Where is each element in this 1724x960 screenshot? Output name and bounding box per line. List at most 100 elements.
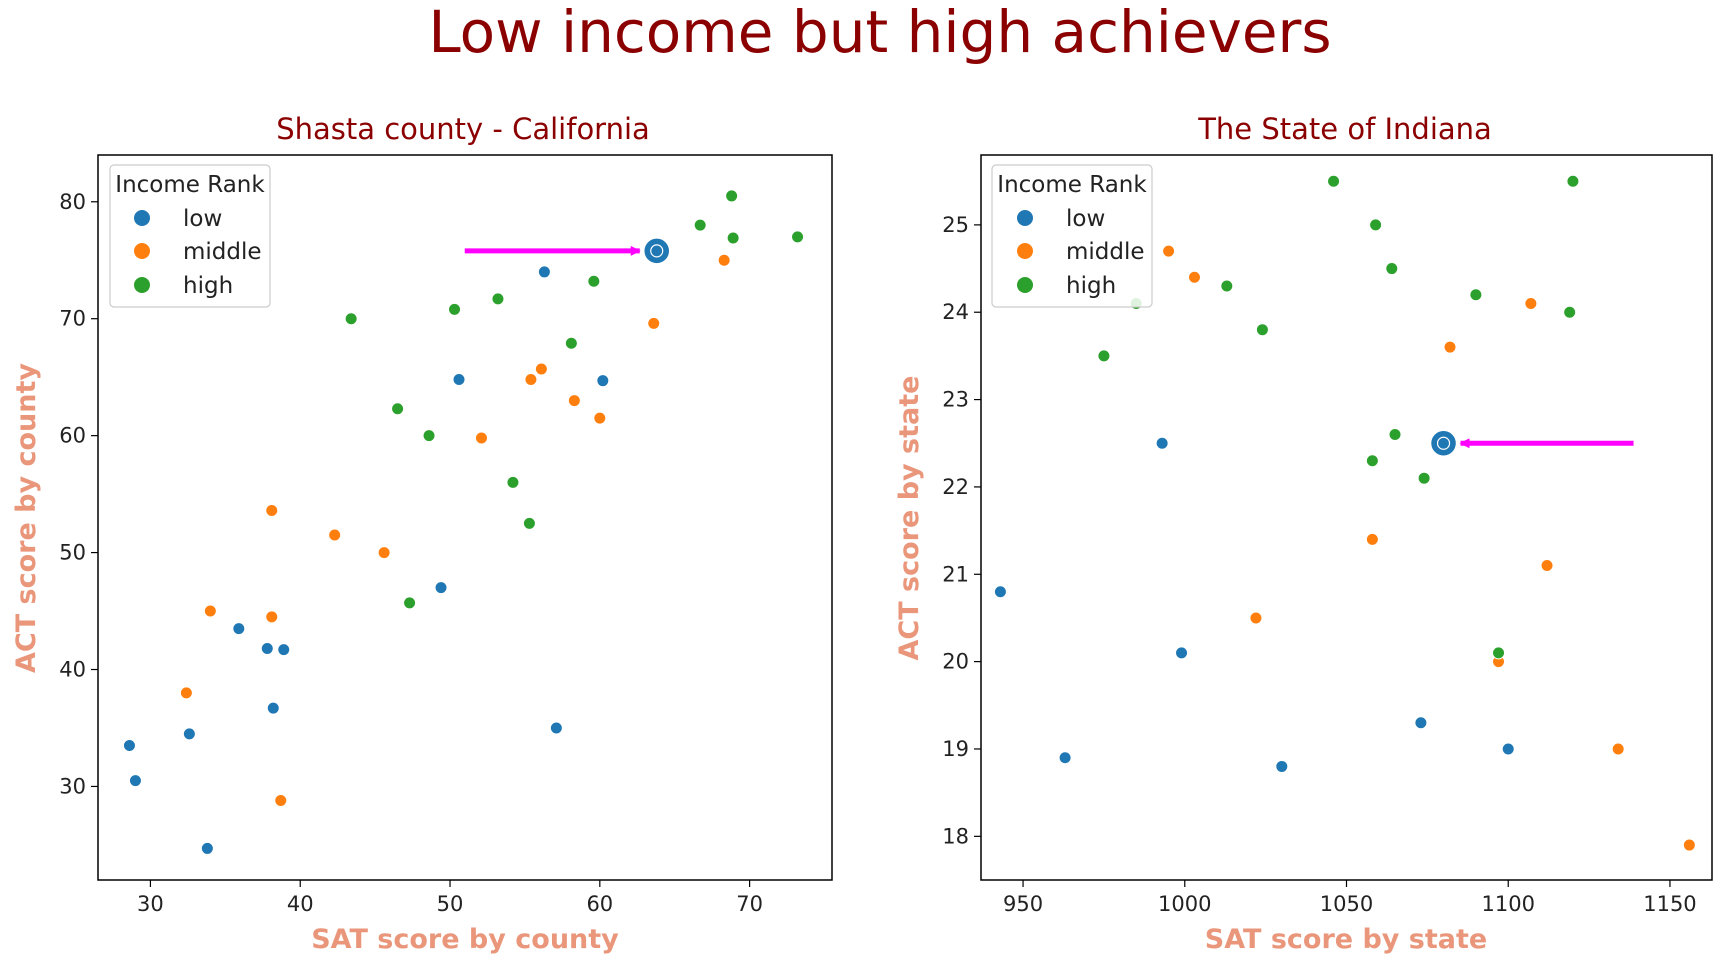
chart-left-legend-label-low: low <box>183 206 222 232</box>
chart-left-point-high-10 <box>693 218 707 232</box>
chart-right-ytick-label-20: 20 <box>942 650 969 674</box>
chart-left-point-high-8 <box>564 336 578 350</box>
chart-left-ytick-label-60: 60 <box>59 424 86 448</box>
chart-left-ytick-label-40: 40 <box>59 658 86 682</box>
chart-right-point-middle-6 <box>1524 296 1538 310</box>
chart-right-point-high-9 <box>1417 471 1431 485</box>
chart-right-ytick-label-19: 19 <box>942 737 969 761</box>
chart-left-annotation <box>464 237 671 265</box>
figure-title: Low income but high achievers <box>428 0 1331 66</box>
chart-right-point-high-10 <box>1469 288 1483 302</box>
chart-left-point-middle-9 <box>534 362 548 376</box>
chart-left-point-middle-6 <box>377 546 391 560</box>
chart-right-ticks: 950 1000 1050 1100 1150 18 19 20 21 22 23 24 25 <box>942 213 1696 916</box>
chart-left-point-low-2 <box>182 727 196 741</box>
chart-left-point-high-9 <box>587 274 601 288</box>
chart-right-point-middle-3 <box>1365 532 1379 546</box>
chart-right-point-middle-0 <box>1162 244 1176 258</box>
chart-right-ylabel: ACT score by state <box>894 376 925 661</box>
chart-left: Shasta county - California 30 40 50 60 70 30 4… <box>11 112 833 955</box>
chart-left-point-low-8 <box>434 581 448 595</box>
chart-right-point-low-6 <box>1501 742 1515 756</box>
chart-left-point-middle-11 <box>593 411 607 425</box>
chart-right-point-low-3 <box>1175 646 1189 660</box>
chart-left-point-high-13 <box>791 230 805 244</box>
chart-right-point-low-1 <box>1058 751 1072 765</box>
chart-left-ytick-label-30: 30 <box>59 774 86 798</box>
chart-left-legend-marker-middle <box>134 243 150 259</box>
chart-left-point-middle-4 <box>274 793 288 807</box>
chart-left-point-high-0 <box>344 312 358 326</box>
chart-right-point-high-6 <box>1369 218 1383 232</box>
chart-left-point-low-11 <box>549 721 563 735</box>
chart-right-legend-marker-low <box>1017 210 1033 226</box>
chart-right-legend: Income Rank low middle high <box>991 164 1153 308</box>
chart-left-point-high-4 <box>448 302 462 316</box>
chart-left-point-low-6 <box>266 701 280 715</box>
chart-left-point-middle-8 <box>524 373 538 387</box>
chart-left-point-high-12 <box>726 231 740 245</box>
chart-right-point-middle-8 <box>1611 742 1625 756</box>
chart-left-point-middle-13 <box>717 253 731 267</box>
chart-right-xlabel: SAT score by state <box>1205 924 1487 955</box>
chart-right-point-middle-2 <box>1249 611 1263 625</box>
chart-right-legend-marker-high <box>1017 277 1033 293</box>
chart-right-xtick-label-950: 950 <box>1003 892 1043 916</box>
chart-right-xtick-label-1100: 1100 <box>1481 892 1534 916</box>
chart-right-points <box>993 174 1696 852</box>
chart-right-ytick-label-22: 22 <box>942 475 969 499</box>
chart-left-highlight-ring <box>650 244 664 258</box>
chart-left-ylabel: ACT score by county <box>11 363 42 673</box>
chart-left-ytick-label-50: 50 <box>59 541 86 565</box>
chart-right-point-low-2 <box>1155 436 1169 450</box>
chart-left-legend-box <box>109 164 271 308</box>
chart-right-point-middle-9 <box>1682 838 1696 852</box>
chart-right-legend-title: Income Rank <box>997 172 1147 198</box>
chart-right-legend-marker-middle <box>1017 243 1033 259</box>
chart-left-point-low-7 <box>277 643 291 657</box>
chart-left-point-low-4 <box>232 622 246 636</box>
chart-left-point-high-1 <box>391 402 405 416</box>
chart-left-point-high-3 <box>422 429 436 443</box>
chart-left-xtick-label-70: 70 <box>736 892 763 916</box>
chart-left-point-high-2 <box>403 596 417 610</box>
chart-left-legend-marker-high <box>134 277 150 293</box>
chart-right-point-high-13 <box>1566 174 1580 188</box>
chart-left-xlabel: SAT score by county <box>311 924 619 955</box>
chart-left-point-middle-10 <box>567 394 581 408</box>
chart-left-xtick-label-40: 40 <box>287 892 314 916</box>
chart-left-point-low-0 <box>122 739 136 753</box>
chart-left-legend: Income Rank low middle high <box>109 164 271 308</box>
chart-left-point-low-3 <box>200 841 214 855</box>
chart-left-highlight-point <box>642 237 671 265</box>
chart-left-legend-marker-low <box>134 210 150 226</box>
chart-right-ytick-label-18: 18 <box>942 824 969 848</box>
chart-left-xtick-label-60: 60 <box>586 892 613 916</box>
chart-right-point-low-0 <box>993 585 1007 599</box>
chart-left-point-high-7 <box>522 516 536 530</box>
chart-right-point-low-4 <box>1275 759 1289 773</box>
chart-left-point-low-9 <box>452 373 466 387</box>
chart-right-xtick-label-1000: 1000 <box>1158 892 1211 916</box>
chart-left-point-low-12 <box>596 374 610 388</box>
chart-left-legend-label-high: high <box>183 273 233 299</box>
chart-right-point-high-0 <box>1097 349 1111 363</box>
chart-left-plot-frame <box>97 154 833 881</box>
chart-right-ytick-label-25: 25 <box>942 213 969 237</box>
chart-left-point-middle-7 <box>474 431 488 445</box>
chart-left-point-middle-5 <box>328 528 342 542</box>
chart-right-point-middle-1 <box>1187 270 1201 284</box>
chart-left-ticks: 30 40 50 60 70 30 40 50 60 70 80 <box>59 190 763 916</box>
chart-left-ytick-label-70: 70 <box>59 307 86 331</box>
chart-right-point-high-12 <box>1563 305 1577 319</box>
chart-left-xtick-label-30: 30 <box>137 892 164 916</box>
chart-left-point-high-6 <box>506 475 520 489</box>
chart-left-point-middle-0 <box>179 686 193 700</box>
chart-left-xtick-label-50: 50 <box>437 892 464 916</box>
chart-right-point-high-2 <box>1220 279 1234 293</box>
chart-right-point-middle-7 <box>1540 559 1554 573</box>
chart-left-point-high-11 <box>725 189 739 203</box>
chart-right-point-high-8 <box>1388 428 1402 442</box>
chart-left-point-middle-3 <box>265 610 279 624</box>
